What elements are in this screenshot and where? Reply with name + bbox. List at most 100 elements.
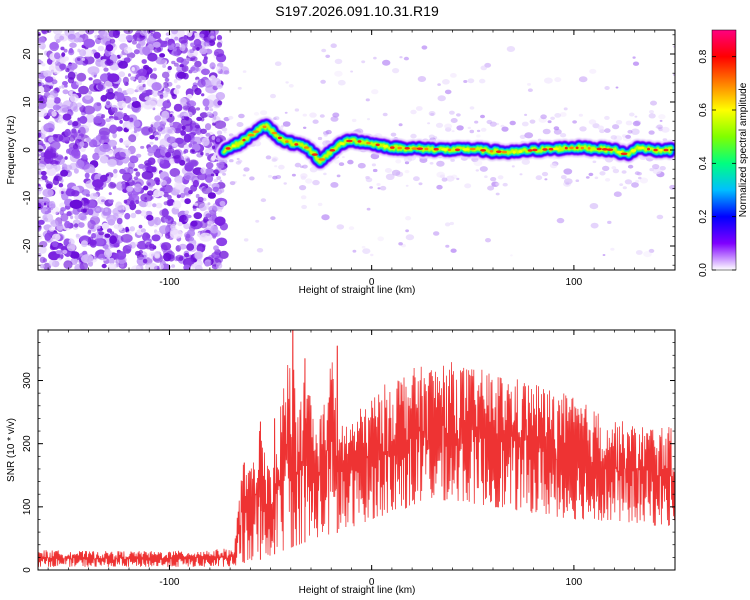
faint-blob bbox=[436, 171, 446, 178]
noise-blob bbox=[79, 261, 89, 270]
noise-blob bbox=[154, 115, 162, 122]
faint-blob bbox=[589, 68, 597, 74]
noise-blob bbox=[104, 233, 111, 238]
snr-y-tick-label: 200 bbox=[22, 435, 33, 452]
noise-blob bbox=[147, 157, 156, 165]
faint-blob bbox=[629, 112, 635, 117]
faint-blob bbox=[399, 56, 403, 59]
faint-blob bbox=[370, 253, 374, 257]
noise-blob bbox=[211, 77, 222, 86]
faint-blob bbox=[480, 127, 487, 132]
faint-blob bbox=[624, 179, 633, 185]
faint-blob bbox=[521, 158, 530, 165]
noise-blob bbox=[134, 241, 139, 245]
noise-blob bbox=[138, 224, 143, 229]
faint-blob bbox=[521, 121, 529, 127]
faint-blob bbox=[519, 134, 526, 139]
faint-blob bbox=[301, 204, 307, 210]
faint-blob bbox=[278, 164, 285, 170]
noise-blob bbox=[116, 217, 123, 225]
noise-blob bbox=[142, 83, 146, 88]
noise-blob bbox=[97, 45, 105, 52]
noise-blob bbox=[152, 31, 162, 39]
faint-blob bbox=[610, 247, 615, 251]
faint-blob bbox=[585, 176, 590, 179]
noise-blob bbox=[212, 186, 219, 192]
noise-blob bbox=[199, 48, 208, 55]
faint-blob bbox=[529, 119, 536, 124]
faint-blob bbox=[395, 159, 402, 164]
faint-blob bbox=[348, 226, 355, 231]
noise-blob bbox=[107, 263, 117, 270]
noise-blob bbox=[66, 106, 71, 110]
noise-blob bbox=[144, 197, 148, 200]
spectrogram-y-tick-label: -10 bbox=[22, 190, 33, 205]
noise-blob bbox=[169, 113, 173, 118]
noise-blob bbox=[64, 128, 71, 137]
noise-blob bbox=[76, 57, 81, 61]
noise-blob bbox=[98, 253, 106, 261]
noise-blob bbox=[169, 122, 174, 126]
faint-blob bbox=[661, 126, 670, 133]
noise-blob bbox=[192, 179, 199, 188]
noise-blob bbox=[135, 153, 142, 158]
noise-blob bbox=[173, 88, 180, 95]
faint-blob bbox=[444, 222, 451, 227]
noise-blob bbox=[97, 84, 104, 90]
noise-blob bbox=[216, 42, 223, 48]
noise-blob bbox=[126, 52, 136, 59]
noise-blob bbox=[123, 167, 131, 175]
noise-blob bbox=[183, 112, 189, 117]
ridge-hotspot bbox=[375, 143, 380, 147]
noise-blob bbox=[184, 210, 190, 215]
faint-blob bbox=[632, 56, 636, 59]
noise-blob bbox=[171, 264, 176, 268]
noise-blob bbox=[167, 65, 172, 71]
faint-blob bbox=[436, 184, 443, 190]
faint-blob bbox=[237, 86, 242, 90]
noise-blob bbox=[141, 59, 147, 64]
faint-blob bbox=[464, 183, 472, 189]
noise-blob bbox=[93, 74, 97, 78]
noise-blob bbox=[167, 147, 175, 154]
noise-blob bbox=[92, 179, 104, 188]
noise-blob bbox=[119, 138, 124, 143]
ridge-hotspot bbox=[294, 143, 299, 146]
noise-blob bbox=[100, 174, 108, 182]
noise-blob bbox=[42, 258, 48, 263]
noise-blob bbox=[205, 123, 212, 131]
faint-blob bbox=[648, 248, 655, 253]
faint-blob bbox=[275, 175, 282, 179]
faint-blob bbox=[632, 120, 641, 127]
faint-blob bbox=[249, 176, 255, 181]
noise-blob bbox=[194, 124, 201, 129]
noise-blob bbox=[129, 155, 139, 164]
noise-blob bbox=[108, 30, 117, 38]
faint-blob bbox=[395, 171, 404, 177]
noise-blob bbox=[87, 219, 96, 230]
noise-blob bbox=[68, 120, 73, 125]
noise-blob bbox=[52, 241, 58, 248]
noise-blob bbox=[131, 97, 138, 102]
noise-blob bbox=[71, 149, 81, 159]
noise-blob bbox=[118, 60, 128, 69]
noise-blob bbox=[170, 30, 179, 35]
faint-blob bbox=[655, 126, 659, 129]
faint-blob bbox=[437, 83, 441, 86]
noise-blob bbox=[196, 246, 203, 252]
noise-blob bbox=[38, 104, 44, 110]
noise-blob bbox=[38, 108, 48, 118]
noise-blob bbox=[174, 42, 181, 48]
noise-blob bbox=[52, 104, 61, 111]
noise-blob bbox=[52, 177, 60, 186]
faint-blob bbox=[506, 46, 516, 52]
noise-blob bbox=[205, 152, 210, 157]
faint-blob bbox=[497, 175, 504, 180]
noise-blob bbox=[169, 229, 183, 239]
faint-blob bbox=[223, 131, 227, 134]
noise-blob bbox=[51, 233, 61, 241]
noise-blob bbox=[42, 133, 46, 139]
noise-blob bbox=[178, 243, 187, 250]
faint-blob bbox=[542, 128, 551, 135]
